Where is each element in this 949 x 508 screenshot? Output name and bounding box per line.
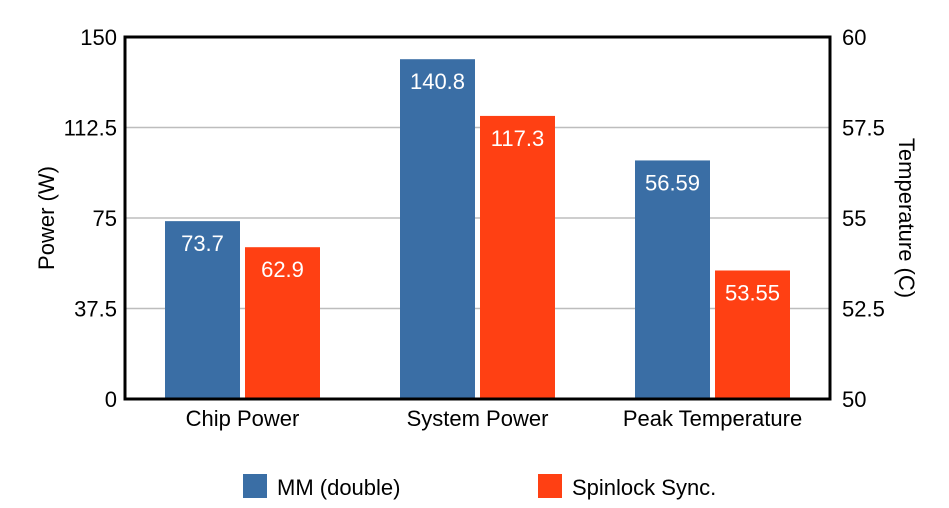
- legend-label: MM (double): [277, 475, 400, 500]
- bar-value-label: 56.59: [645, 170, 700, 195]
- left-tick-label: 150: [80, 25, 117, 50]
- legend-swatch: [538, 474, 562, 498]
- bar: [165, 221, 240, 399]
- bar-value-label: 117.3: [491, 126, 544, 151]
- bar: [715, 270, 790, 399]
- category-label: Chip Power: [186, 406, 300, 431]
- bar: [635, 160, 710, 399]
- bar: [400, 59, 475, 399]
- gridlines: [125, 126, 830, 310]
- plot-frame: [123, 35, 832, 401]
- left-tick-label: 112.5: [64, 116, 117, 141]
- right-tick-label: 52.5: [842, 297, 885, 322]
- bar-value-label: 73.7: [181, 231, 224, 256]
- right-tick-label: 55: [842, 206, 866, 231]
- category-labels: Chip Power System Power Peak Temperature: [186, 406, 803, 431]
- legend: MM (double) Spinlock Sync.: [243, 474, 716, 500]
- right-tick-label: 50: [842, 387, 866, 412]
- bars: 73.7 62.9 140.8 117.3 56.59 53.55: [165, 59, 790, 399]
- bar-value-label: 140.8: [410, 69, 465, 94]
- left-axis-ticks: 0 37.5 75 112.5 150: [64, 25, 117, 412]
- right-tick-label: 60: [842, 25, 866, 50]
- right-axis-ticks: 50 52.5 55 57.5 60: [842, 25, 885, 412]
- bar: [480, 115, 555, 399]
- left-axis-title: Power (W): [34, 166, 59, 270]
- bar: [245, 247, 320, 399]
- legend-label: Spinlock Sync.: [572, 475, 716, 500]
- left-tick-label: 0: [105, 387, 117, 412]
- category-label: Peak Temperature: [623, 406, 802, 431]
- legend-swatch: [243, 474, 267, 498]
- right-axis-title: Temperature (C): [894, 138, 919, 298]
- bar-value-label: 62.9: [261, 257, 304, 282]
- bar-value-label: 53.55: [725, 280, 780, 305]
- right-tick-label: 57.5: [842, 116, 885, 141]
- left-tick-label: 75: [93, 206, 117, 231]
- category-label: System Power: [407, 406, 549, 431]
- left-tick-label: 37.5: [74, 297, 117, 322]
